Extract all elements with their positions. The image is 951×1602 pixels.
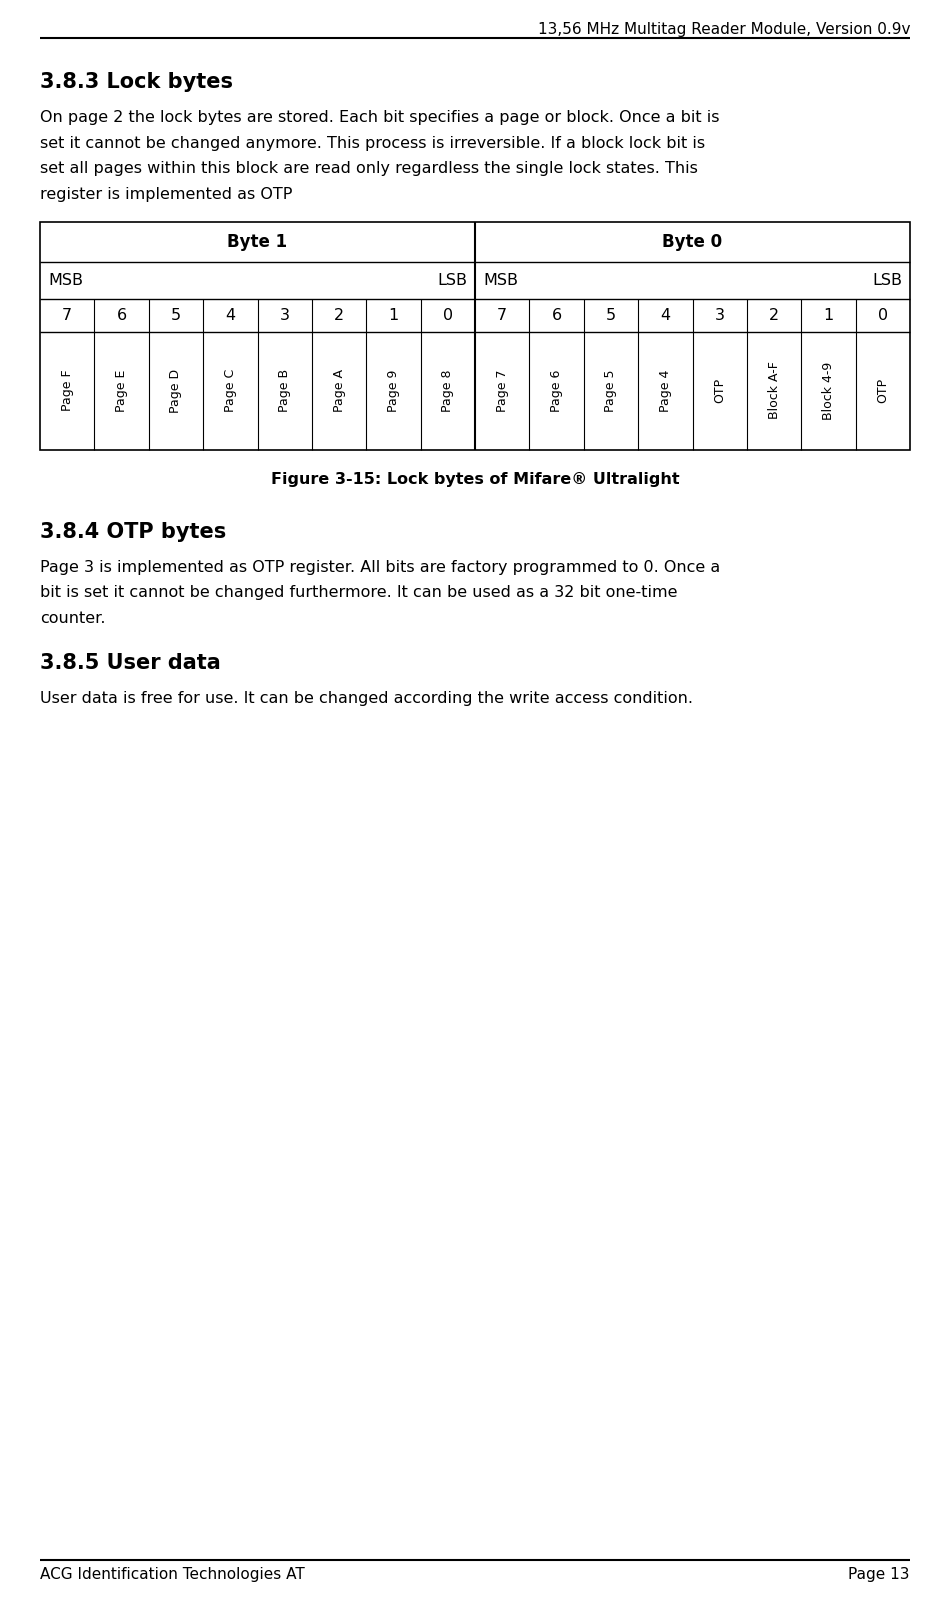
Text: counter.: counter. [40, 610, 106, 625]
Text: Byte 0: Byte 0 [663, 232, 723, 250]
Text: 3: 3 [715, 308, 725, 322]
Text: LSB: LSB [437, 272, 467, 287]
Text: MSB: MSB [48, 272, 83, 287]
Bar [40, 221, 910, 450]
Text: 3.8.4 OTP bytes: 3.8.4 OTP bytes [40, 522, 226, 541]
Text: LSB: LSB [872, 272, 902, 287]
Text: 7: 7 [497, 308, 507, 322]
Text: Page 8: Page 8 [441, 368, 455, 412]
Text: 2: 2 [769, 308, 779, 322]
Text: 1: 1 [824, 308, 834, 322]
Text: MSB: MSB [483, 272, 518, 287]
Text: Page 9: Page 9 [387, 370, 400, 412]
Text: Page 6: Page 6 [550, 370, 563, 412]
Text: Page 4: Page 4 [659, 370, 671, 412]
Text: Page B: Page B [279, 368, 291, 412]
Text: Page 5: Page 5 [605, 368, 617, 412]
Text: Page A: Page A [333, 368, 345, 412]
Text: Block A-F: Block A-F [767, 362, 781, 420]
Text: OTP: OTP [713, 378, 727, 404]
Text: 4: 4 [225, 308, 236, 322]
Text: set all pages within this block are read only regardless the single lock states.: set all pages within this block are read… [40, 160, 698, 176]
Text: ACG Identification Technologies AT: ACG Identification Technologies AT [40, 1567, 304, 1583]
Text: OTP: OTP [876, 378, 889, 404]
Text: Figure 3-15: Lock bytes of Mifare® Ultralight: Figure 3-15: Lock bytes of Mifare® Ultra… [271, 471, 679, 487]
Text: 5: 5 [171, 308, 181, 322]
Text: 6: 6 [552, 308, 562, 322]
Text: Block 4-9: Block 4-9 [822, 362, 835, 420]
Text: 6: 6 [117, 308, 126, 322]
Text: 7: 7 [62, 308, 72, 322]
Text: 4: 4 [660, 308, 670, 322]
Text: Page E: Page E [115, 370, 128, 412]
Text: set it cannot be changed anymore. This process is irreversible. If a block lock : set it cannot be changed anymore. This p… [40, 136, 705, 151]
Text: register is implemented as OTP: register is implemented as OTP [40, 186, 292, 202]
Text: 3.8.5 User data: 3.8.5 User data [40, 652, 221, 673]
Text: Page D: Page D [169, 368, 183, 413]
Text: Page 13: Page 13 [848, 1567, 910, 1583]
Text: 1: 1 [388, 308, 398, 322]
Text: Byte 1: Byte 1 [227, 232, 287, 250]
Text: 0: 0 [878, 308, 888, 322]
Text: Page 7: Page 7 [495, 368, 509, 412]
Text: 13,56 MHz Multitag Reader Module, Version 0.9v: 13,56 MHz Multitag Reader Module, Versio… [537, 22, 910, 37]
Text: 5: 5 [606, 308, 616, 322]
Text: 0: 0 [443, 308, 453, 322]
Text: bit is set it cannot be changed furthermore. It can be used as a 32 bit one-time: bit is set it cannot be changed furtherm… [40, 585, 677, 601]
Text: Page 3 is implemented as OTP register. All bits are factory programmed to 0. Onc: Page 3 is implemented as OTP register. A… [40, 559, 720, 575]
Text: 3.8.3 Lock bytes: 3.8.3 Lock bytes [40, 72, 233, 91]
Text: User data is free for use. It can be changed according the write access conditio: User data is free for use. It can be cha… [40, 690, 693, 705]
Text: On page 2 the lock bytes are stored. Each bit specifies a page or block. Once a : On page 2 the lock bytes are stored. Eac… [40, 111, 720, 125]
Text: 3: 3 [280, 308, 290, 322]
Text: Page F: Page F [61, 370, 73, 412]
Text: Page C: Page C [223, 368, 237, 412]
Text: 2: 2 [334, 308, 344, 322]
